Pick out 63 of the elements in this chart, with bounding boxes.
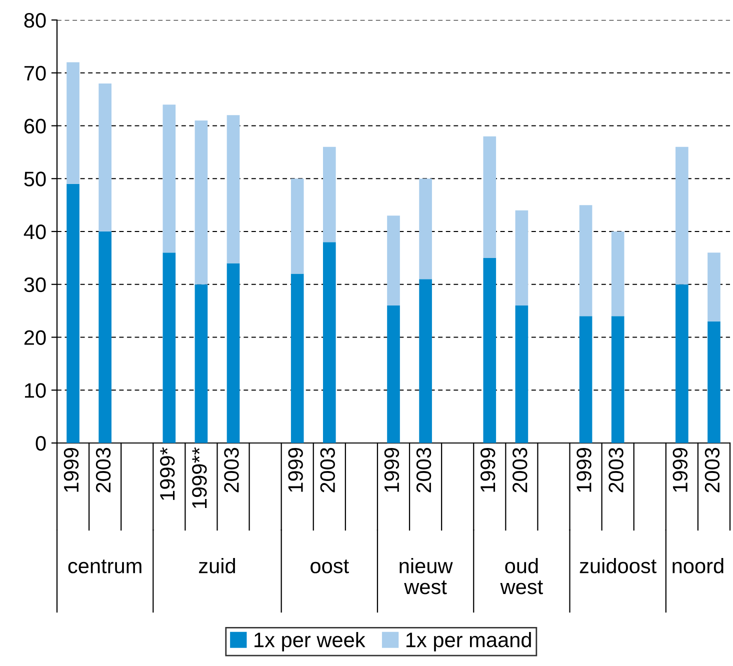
text: oost bbox=[310, 560, 349, 574]
bar bbox=[579, 316, 592, 443]
bar bbox=[322, 146, 336, 242]
bar bbox=[226, 115, 240, 264]
text: nieuw west bbox=[400, 558, 453, 594]
bar bbox=[66, 184, 80, 443]
legend-label: 1x per week bbox=[254, 632, 366, 652]
bar bbox=[611, 316, 624, 443]
y-tick-label: 0 bbox=[36, 436, 46, 451]
bar bbox=[515, 306, 528, 443]
x-tick-label: 2003 bbox=[96, 448, 111, 492]
bar bbox=[66, 62, 80, 184]
y-tick-label: 40 bbox=[24, 224, 46, 240]
bar bbox=[387, 306, 400, 443]
bar bbox=[708, 321, 720, 443]
bar bbox=[676, 284, 688, 443]
bar bbox=[98, 83, 112, 232]
y-tick-label: 50 bbox=[24, 172, 46, 186]
x-tick-label: 1999 bbox=[288, 448, 303, 492]
text: centrum bbox=[68, 560, 142, 574]
x-tick-label: 2003 bbox=[704, 448, 720, 492]
bar bbox=[194, 284, 208, 443]
x-tick-label: 2003 bbox=[224, 448, 239, 492]
bar bbox=[483, 258, 496, 443]
y-tick-label: 20 bbox=[24, 330, 46, 346]
bar bbox=[226, 263, 240, 443]
x-tick-label: 2003 bbox=[320, 448, 335, 492]
text: zuid bbox=[198, 558, 236, 574]
bar bbox=[162, 252, 176, 443]
bar bbox=[419, 279, 432, 443]
bar bbox=[419, 178, 432, 280]
bar bbox=[611, 232, 624, 316]
x-tick-label: 1999 bbox=[576, 448, 592, 492]
x-tick-label: 2003 bbox=[416, 448, 432, 492]
x-tick-label: 1999 bbox=[384, 448, 400, 492]
y-tick-label: 10 bbox=[25, 383, 46, 398]
bar bbox=[98, 232, 112, 443]
bar bbox=[387, 216, 400, 306]
bar bbox=[579, 205, 592, 316]
x-tick-label: 1999** bbox=[192, 447, 207, 508]
legend-label: 1x per maand bbox=[406, 632, 531, 652]
x-tick-label: 1999 bbox=[480, 448, 496, 492]
x-tick-label: 1999* bbox=[160, 447, 175, 500]
bar bbox=[322, 242, 336, 443]
y-tick-label: 70 bbox=[24, 66, 46, 81]
bar bbox=[290, 178, 304, 274]
bar bbox=[515, 210, 528, 306]
y-tick-label: 60 bbox=[24, 118, 46, 134]
x-tick-label: 2003 bbox=[512, 448, 528, 492]
y-tick-label: 80 bbox=[24, 13, 46, 28]
x-tick-label: 1999 bbox=[64, 448, 79, 492]
y-tick-label: 30 bbox=[24, 277, 46, 292]
bar bbox=[708, 252, 720, 322]
text: zuidoost bbox=[580, 558, 656, 574]
text: oud west bbox=[500, 558, 543, 594]
bar bbox=[194, 120, 208, 284]
x-tick-label: 1999 bbox=[672, 448, 688, 492]
bar bbox=[676, 146, 688, 284]
bar bbox=[290, 274, 304, 443]
text: noord bbox=[672, 558, 724, 574]
bar bbox=[162, 104, 176, 253]
x-tick-label: 2003 bbox=[608, 448, 624, 492]
bar bbox=[483, 136, 496, 258]
